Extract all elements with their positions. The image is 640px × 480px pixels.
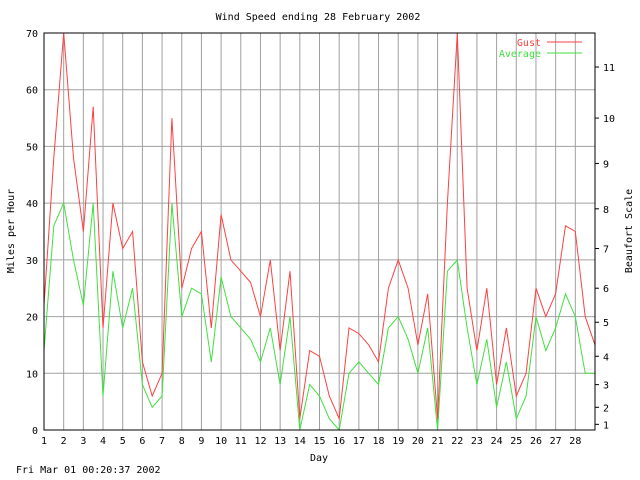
y-tick-label: 60 [26, 86, 38, 97]
beaufort-tick-label: 3 [603, 381, 609, 392]
x-tick-label: 20 [412, 436, 424, 447]
x-axis-label: Day [310, 453, 328, 464]
plot-frame [43, 32, 596, 431]
x-tick-label: 26 [530, 436, 542, 447]
x-tick-label: 3 [80, 436, 86, 447]
y-axis-label: Miles per Hour [6, 189, 17, 273]
x-tick-label: 17 [353, 436, 365, 447]
x-tick-label: 23 [471, 436, 483, 447]
beaufort-tick-label: 4 [603, 352, 609, 363]
y-tick-label: 0 [32, 426, 38, 437]
beaufort-tick-label: 10 [603, 114, 615, 125]
beaufort-tick-label: 1 [603, 420, 609, 431]
series-line-average [43, 201, 595, 432]
x-tick-label: 9 [198, 436, 204, 447]
x-tick-label: 19 [392, 436, 404, 447]
beaufort-tick-label: 7 [603, 245, 609, 256]
y-tick-label: 50 [26, 142, 38, 153]
y-tick-label: 40 [26, 199, 38, 210]
x-tick-label: 5 [120, 436, 126, 447]
y2-axis-label: Beaufort Scale [624, 189, 635, 273]
beaufort-tick-label: 6 [603, 284, 609, 295]
beaufort-tick-label: 2 [603, 403, 609, 414]
x-tick-label: 13 [274, 436, 286, 447]
beaufort-tick-label: 11 [603, 63, 615, 74]
x-tick-label: 7 [159, 436, 165, 447]
chart-title: Wind Speed ending 28 February 2002 [216, 12, 421, 23]
x-tick-label: 27 [550, 436, 562, 447]
beaufort-tick-labels: 1 2 3 4 5 6 7 8 9 10 11 [595, 63, 615, 431]
x-tick-label: 18 [373, 436, 385, 447]
y-tick-label: 10 [26, 369, 38, 380]
y-tick-labels: 0 10 20 30 40 50 60 70 [26, 29, 38, 437]
x-tick-label: 8 [179, 436, 185, 447]
x-tick-label: 22 [451, 436, 463, 447]
beaufort-tick-label: 9 [603, 159, 609, 170]
x-tick-label: 14 [294, 436, 306, 447]
footer-timestamp: Fri Mar 01 00:20:37 2002 [16, 465, 161, 476]
x-tick-label: 25 [510, 436, 522, 447]
beaufort-tick-label: 5 [603, 318, 609, 329]
x-tick-label: 10 [215, 436, 227, 447]
beaufort-tick-label: 8 [603, 205, 609, 216]
x-tick-label: 1 [41, 436, 47, 447]
x-tick-label: 28 [569, 436, 581, 447]
x-tick-label: 6 [139, 436, 145, 447]
x-tick-label: 21 [432, 436, 444, 447]
x-tick-label: 24 [491, 436, 503, 447]
x-tick-label: 11 [235, 436, 247, 447]
x-tick-label: 4 [100, 436, 106, 447]
y-tick-label: 20 [26, 313, 38, 324]
legend-label: Average [499, 49, 541, 60]
y-tick-label: 30 [26, 256, 38, 267]
x-tick-label: 2 [61, 436, 67, 447]
series-group [43, 32, 596, 432]
legend-label: Gust [517, 38, 541, 49]
x-tick-label: 12 [254, 436, 266, 447]
x-tick-label: 16 [333, 436, 345, 447]
x-tick-label: 15 [313, 436, 325, 447]
series-line-gust [43, 32, 596, 421]
y-tick-label: 70 [26, 29, 38, 40]
x-tick-labels: 1 2 3 4 5 6 7 8 9 10 11 12 13 14 15 16 17 18 19 20 21 22 23 24 2… [41, 436, 581, 447]
